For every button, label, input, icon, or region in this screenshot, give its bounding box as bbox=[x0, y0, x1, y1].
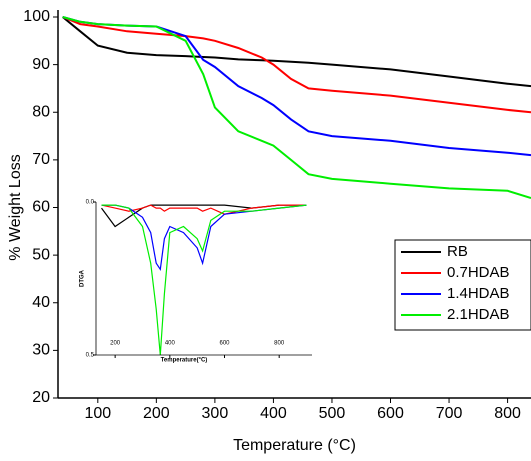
y-tick-label: 20 bbox=[32, 389, 50, 406]
y-tick-label: 30 bbox=[32, 342, 50, 359]
y-tick-label: 60 bbox=[32, 199, 50, 216]
series-line bbox=[62, 16, 531, 157]
y-axis-title: % Weight Loss bbox=[7, 154, 24, 260]
x-tick-label: 800 bbox=[494, 405, 521, 422]
y-tick-label: 50 bbox=[32, 246, 50, 263]
x-tick-label: 800 bbox=[274, 341, 285, 347]
x-tick-label: 500 bbox=[319, 405, 346, 422]
y-tick-label: 100 bbox=[23, 8, 50, 25]
series-line bbox=[101, 204, 307, 356]
y-tick-label: 40 bbox=[32, 294, 50, 311]
series-line bbox=[62, 16, 531, 199]
series-line bbox=[62, 16, 531, 114]
x-tick-label: 600 bbox=[377, 405, 404, 422]
legend-label: 2.1HDAB bbox=[447, 306, 510, 323]
inset-x-title: Temperature(°C) bbox=[161, 358, 208, 364]
x-tick-label: 300 bbox=[202, 405, 229, 422]
y-tick-label: 0.5 bbox=[86, 353, 95, 359]
y-tick-label: 70 bbox=[32, 151, 50, 168]
y-tick-label: 80 bbox=[32, 103, 50, 120]
x-tick-label: 700 bbox=[436, 405, 463, 422]
x-tick-label: 600 bbox=[219, 341, 230, 347]
series-line bbox=[101, 204, 307, 228]
legend-label: 0.7HDAB bbox=[447, 264, 510, 281]
legend-label: 1.4HDAB bbox=[447, 285, 510, 302]
x-tick-label: 400 bbox=[165, 341, 176, 347]
series-line bbox=[101, 204, 307, 215]
x-axis-title: Temperature (°C) bbox=[233, 437, 356, 454]
x-tick-label: 100 bbox=[84, 405, 111, 422]
x-tick-label: 200 bbox=[110, 341, 121, 347]
series-line bbox=[62, 16, 531, 88]
x-tick-label: 400 bbox=[260, 405, 287, 422]
y-tick-label: 0.0 bbox=[86, 200, 95, 206]
y-tick-label: 90 bbox=[32, 56, 50, 73]
series-line bbox=[101, 204, 307, 271]
x-tick-label: 200 bbox=[143, 405, 170, 422]
legend: RB 0.7HDAB 1.4HDAB 2.1HDAB bbox=[394, 239, 531, 331]
legend-label: RB bbox=[447, 243, 468, 260]
inset-y-title: DTGA bbox=[80, 269, 86, 287]
